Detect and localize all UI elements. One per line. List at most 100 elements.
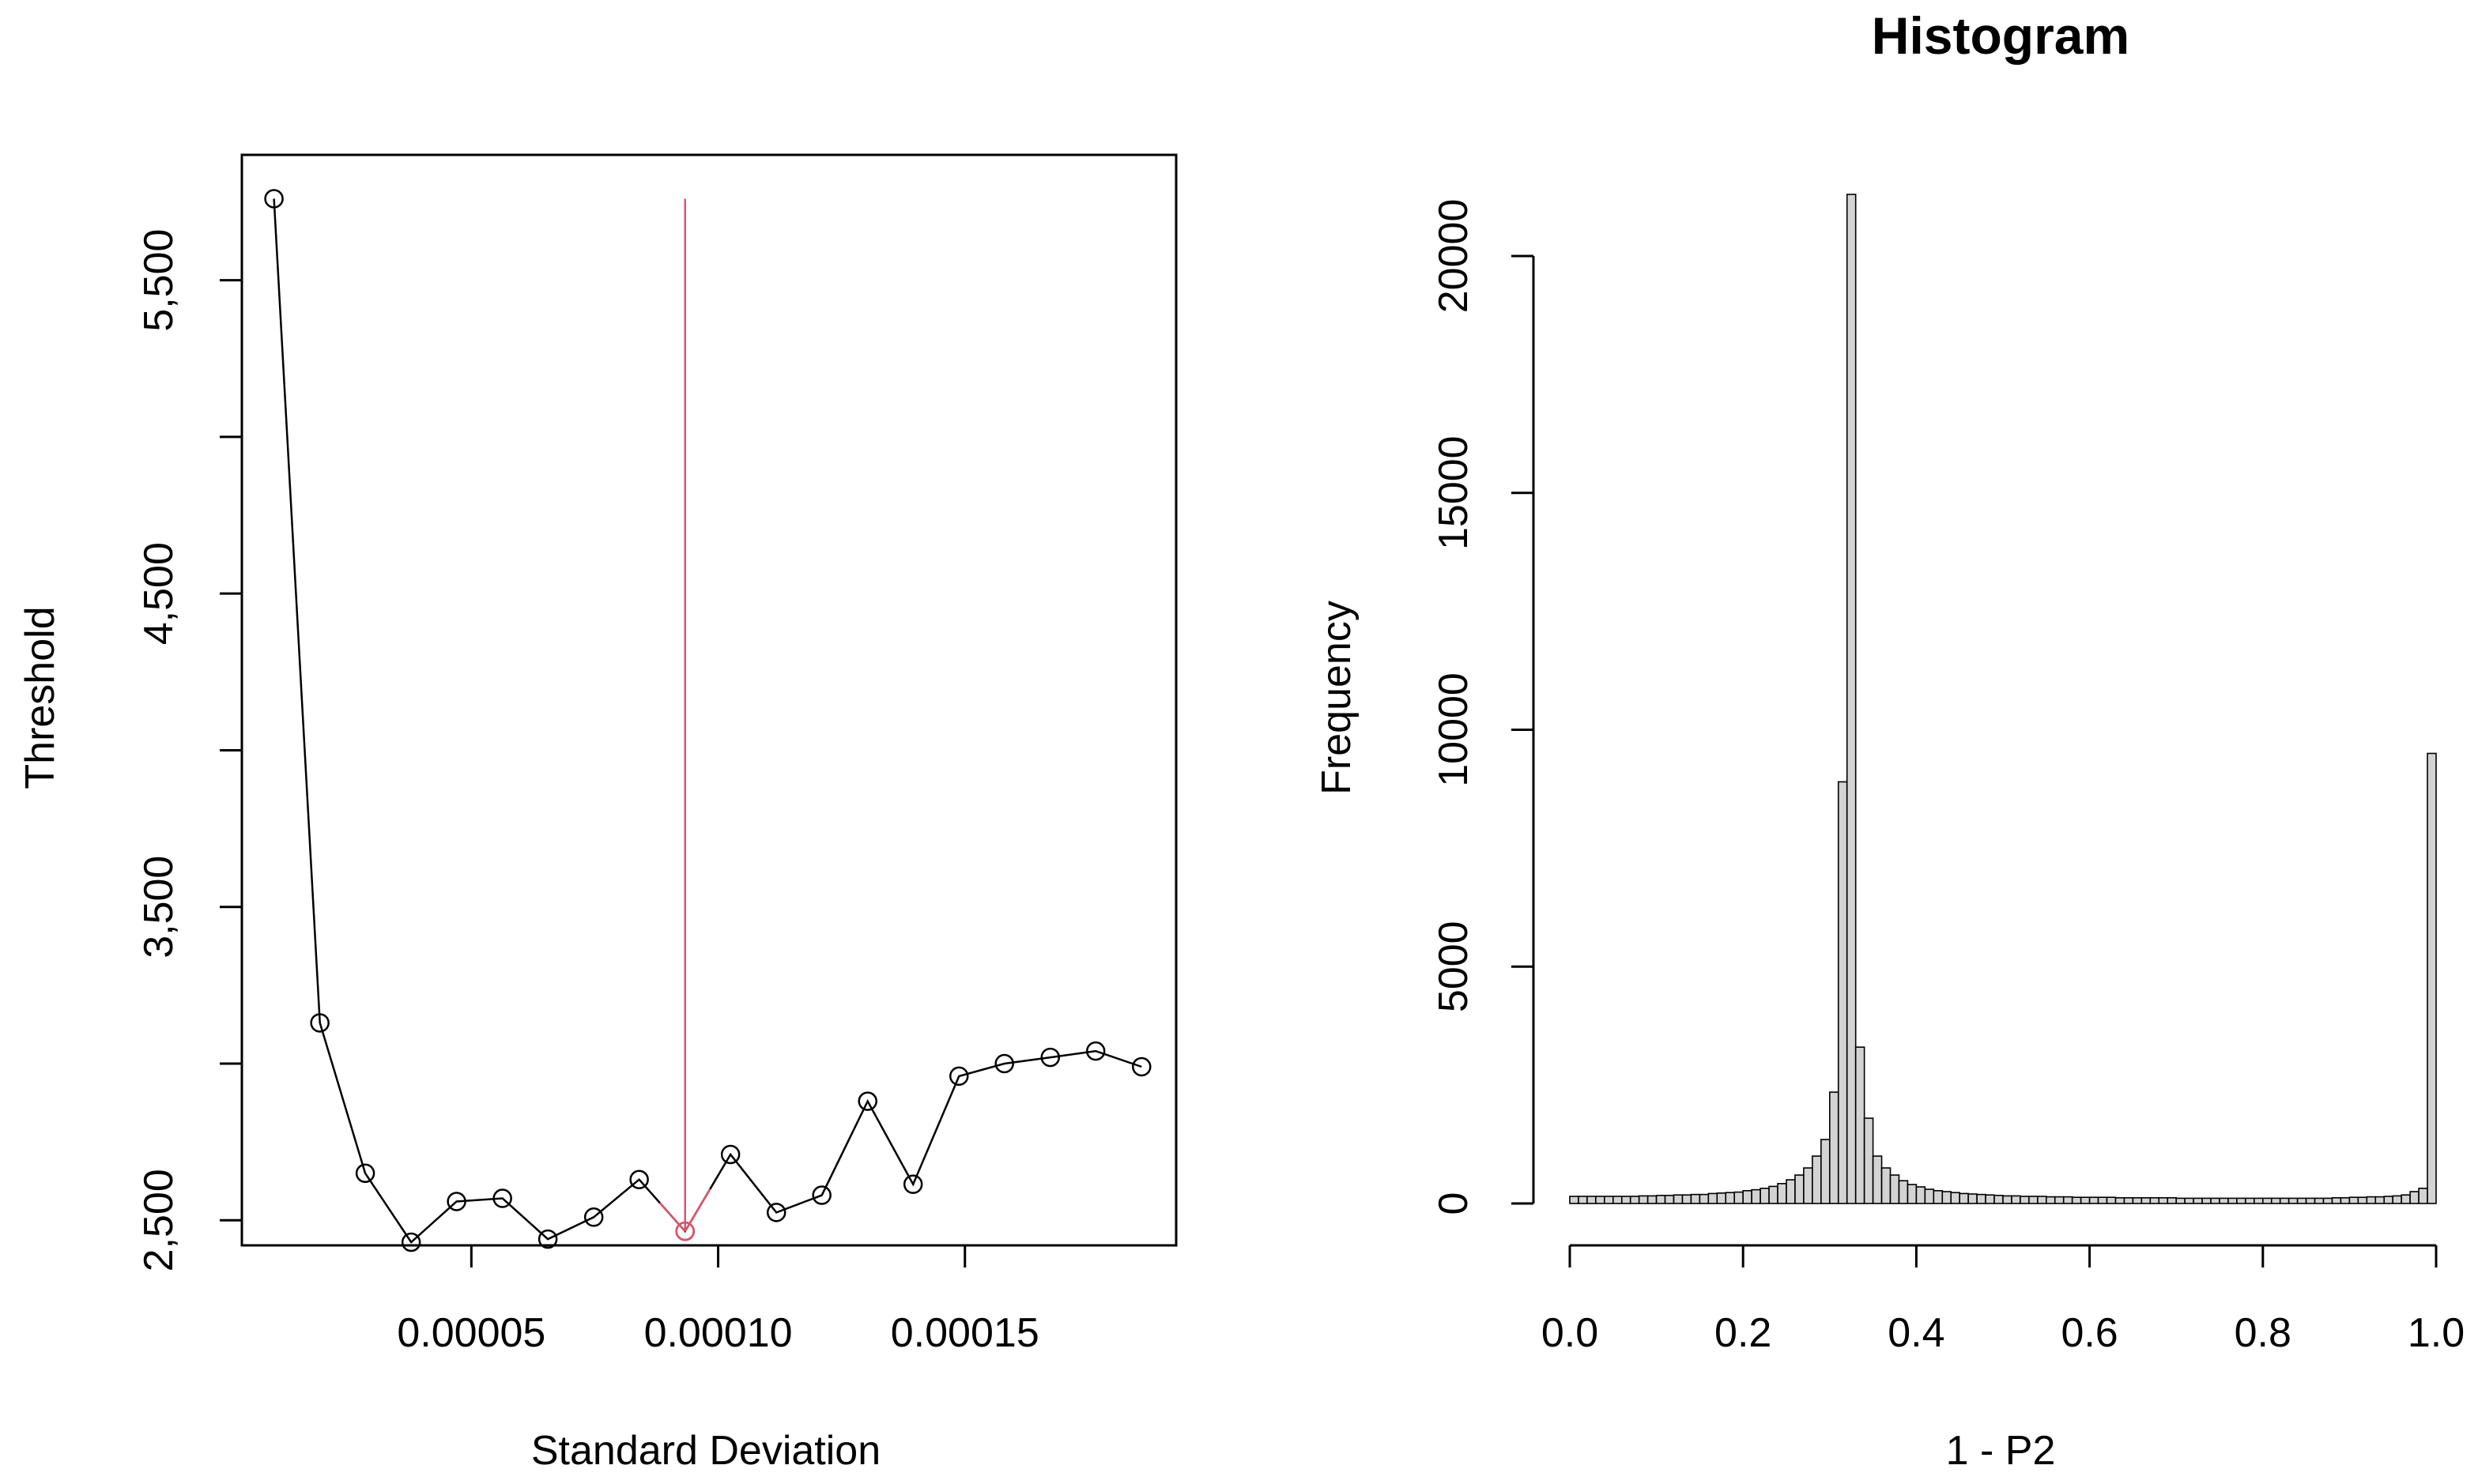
threshold-point bbox=[401, 1232, 421, 1252]
histogram-bar bbox=[2158, 1197, 2169, 1204]
histogram-bar bbox=[2037, 1196, 2047, 1204]
histogram-bar bbox=[1941, 1191, 1952, 1204]
histogram-bar bbox=[2175, 1197, 2186, 1204]
selected-segment bbox=[658, 1202, 686, 1232]
histogram-bar bbox=[2184, 1197, 2194, 1204]
histogram-bar bbox=[2201, 1197, 2212, 1204]
histogram-bar bbox=[2046, 1196, 2056, 1204]
histogram-bar bbox=[2227, 1197, 2238, 1204]
histogram-x-axis: 0.0 0.2 0.4 0.6 0.8 1.0 bbox=[1541, 1244, 2465, 1356]
histogram-bar bbox=[1604, 1196, 1614, 1204]
threshold-point bbox=[537, 1229, 558, 1249]
threshold-point bbox=[1132, 1057, 1152, 1077]
x-tick-label: 1.0 bbox=[2408, 1310, 2465, 1356]
histogram-bar bbox=[1889, 1174, 1900, 1204]
threshold-point bbox=[447, 1192, 466, 1211]
histogram-bar bbox=[1898, 1180, 1909, 1204]
threshold-y-axis-title: Threshold bbox=[17, 606, 63, 789]
threshold-point bbox=[264, 189, 284, 209]
threshold-x-axis-title: Standard Deviation bbox=[531, 1428, 881, 1474]
histogram-bar bbox=[2071, 1196, 2082, 1204]
histogram-bar bbox=[2106, 1196, 2117, 1204]
y-tick-label: 5000 bbox=[1431, 921, 1477, 1012]
x-tick-label: 0.00010 bbox=[644, 1310, 793, 1356]
threshold-point bbox=[583, 1207, 604, 1227]
selected-point bbox=[675, 1221, 695, 1241]
histogram-bar bbox=[1967, 1193, 1978, 1204]
histogram-bar bbox=[2114, 1197, 2125, 1204]
histogram-bar bbox=[1907, 1184, 1918, 1204]
histogram-bar bbox=[2254, 1197, 2264, 1204]
histogram-bar bbox=[1812, 1155, 1822, 1204]
histogram-bar bbox=[1655, 1195, 1666, 1204]
threshold-plot: 0.00005 0.00010 0.00015 2,500 3,500 4,500 5,5… bbox=[17, 153, 1178, 1474]
histogram-bar bbox=[2262, 1197, 2272, 1204]
y-tick-label: 10000 bbox=[1431, 672, 1477, 787]
histogram-bar bbox=[1863, 1117, 1874, 1204]
histogram-bar bbox=[1716, 1192, 1727, 1204]
histogram-bar bbox=[1880, 1167, 1892, 1204]
histogram-bar bbox=[1681, 1194, 1692, 1204]
histogram-bar bbox=[1846, 194, 1857, 1204]
histogram-bar bbox=[1768, 1185, 1778, 1204]
histogram-y-axis: 0 5000 10000 15000 20000 bbox=[1431, 199, 1535, 1215]
histogram-bar bbox=[2236, 1197, 2246, 1204]
histogram-bar bbox=[2149, 1197, 2160, 1204]
histogram-bar bbox=[1829, 1091, 1839, 1204]
histogram-bar bbox=[1794, 1174, 1805, 1204]
x-tick-label: 0.0 bbox=[1541, 1310, 1598, 1356]
histogram-bar bbox=[1699, 1193, 1710, 1204]
histogram-bar bbox=[2028, 1196, 2039, 1204]
histogram-bar bbox=[1915, 1186, 1926, 1204]
threshold-point bbox=[355, 1163, 375, 1184]
histogram-bar bbox=[2062, 1196, 2073, 1204]
histogram-bar bbox=[2340, 1197, 2351, 1204]
histogram-bar bbox=[2080, 1196, 2091, 1204]
histogram-bar bbox=[2409, 1191, 2420, 1204]
histogram-bar bbox=[1629, 1196, 1640, 1204]
histogram-y-axis-title: Frequency bbox=[1314, 601, 1360, 795]
y-tick-label: 3,500 bbox=[136, 856, 182, 959]
histogram-bar bbox=[1993, 1195, 2004, 1204]
x-tick-label: 0.00005 bbox=[397, 1310, 545, 1356]
histogram-plot: Histogram 0.0 0.2 0.4 0.6 0.8 1.0 0 5000 10000 1… bbox=[1314, 6, 2465, 1474]
histogram-bar bbox=[1569, 1196, 1579, 1204]
histogram-bar bbox=[1837, 781, 1848, 1204]
y-tick-label: 2,500 bbox=[136, 1169, 182, 1271]
histogram-bar bbox=[2331, 1197, 2342, 1204]
threshold-point bbox=[903, 1174, 923, 1194]
histogram-bar bbox=[2288, 1197, 2299, 1204]
histogram-bar bbox=[1959, 1192, 1969, 1204]
histogram-bar bbox=[1742, 1190, 1752, 1204]
histogram-bar bbox=[1803, 1167, 1813, 1204]
histogram-bar bbox=[1733, 1191, 1744, 1204]
histogram-bar bbox=[1933, 1190, 1944, 1204]
histogram-bar bbox=[1924, 1188, 1935, 1204]
histogram-bar bbox=[1759, 1188, 1770, 1204]
threshold-point bbox=[492, 1188, 512, 1208]
histogram-bar bbox=[1950, 1192, 1960, 1204]
histogram-bar bbox=[2270, 1197, 2281, 1204]
histogram-bar bbox=[2322, 1197, 2333, 1204]
threshold-point bbox=[720, 1144, 741, 1165]
threshold-plot-frame bbox=[240, 153, 1178, 1247]
threshold-point bbox=[858, 1091, 877, 1111]
threshold-point bbox=[949, 1066, 969, 1087]
histogram-bar bbox=[1586, 1196, 1597, 1204]
y-tick-label: 20000 bbox=[1431, 199, 1477, 314]
selected-segment bbox=[684, 1188, 711, 1232]
histogram-bar bbox=[2167, 1197, 2177, 1204]
y-tick-label: 5,500 bbox=[136, 229, 182, 332]
histogram-bar bbox=[2097, 1196, 2108, 1204]
histogram-bar bbox=[2401, 1194, 2411, 1204]
histogram-bar bbox=[1612, 1196, 1623, 1204]
threshold-point bbox=[994, 1053, 1014, 1074]
histogram-bar bbox=[1707, 1192, 1718, 1204]
y-tick-label: 0 bbox=[1431, 1192, 1477, 1215]
histogram-bar bbox=[2296, 1197, 2307, 1204]
histogram-bar bbox=[2140, 1197, 2152, 1204]
threshold-point bbox=[766, 1203, 786, 1222]
threshold-x-axis: 0.00005 0.00010 0.00015 bbox=[397, 1245, 1039, 1356]
